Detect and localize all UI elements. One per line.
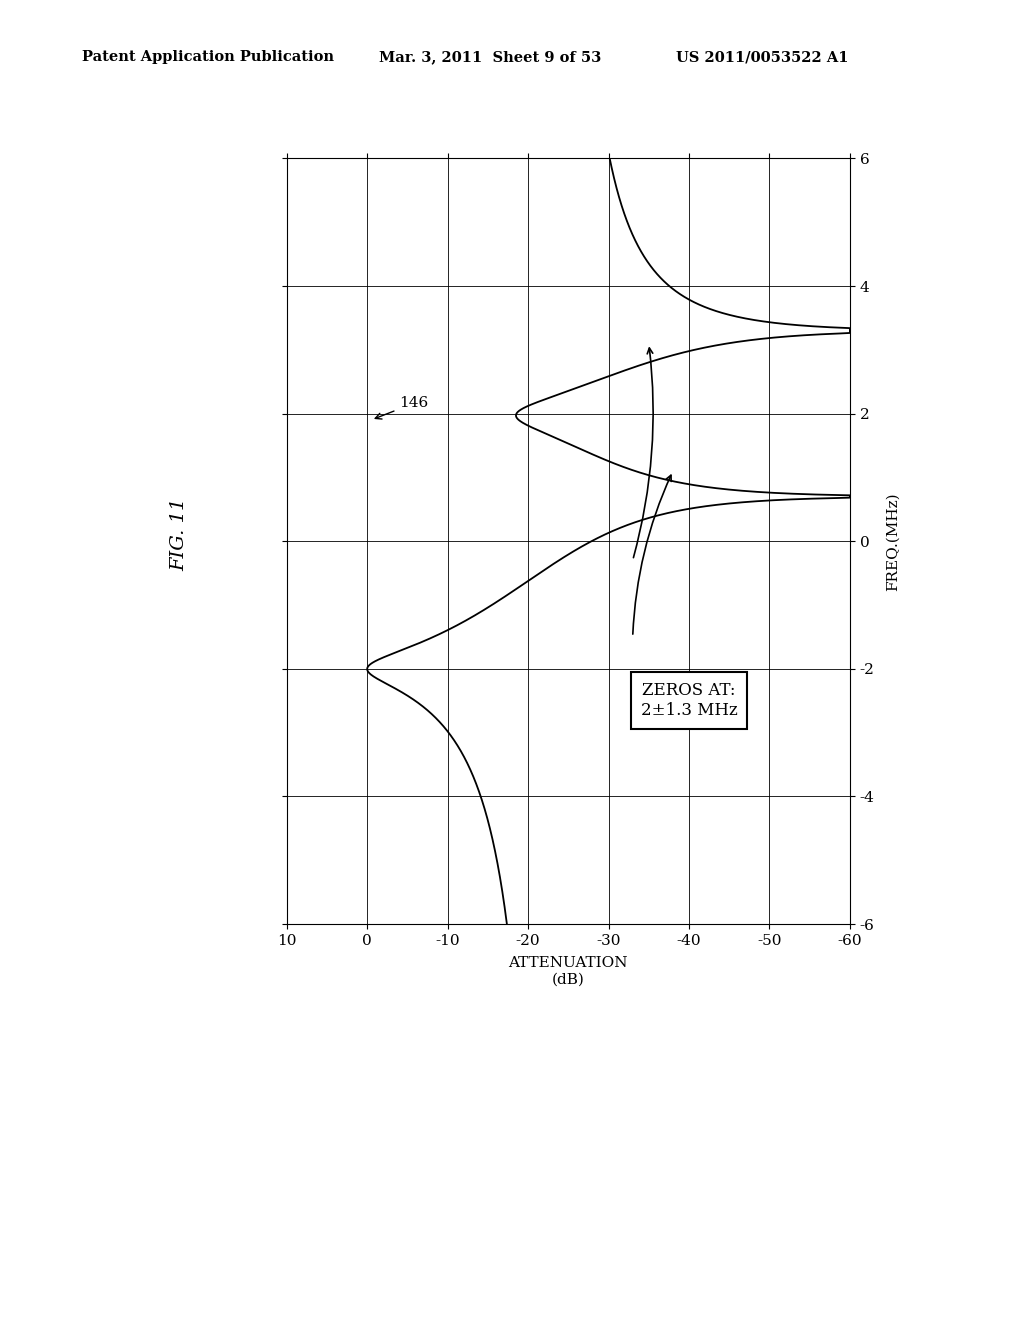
Y-axis label: FREQ.(MHz): FREQ.(MHz) — [886, 492, 900, 590]
Text: Mar. 3, 2011  Sheet 9 of 53: Mar. 3, 2011 Sheet 9 of 53 — [379, 50, 601, 65]
Text: Patent Application Publication: Patent Application Publication — [82, 50, 334, 65]
Text: 146: 146 — [375, 396, 429, 418]
Text: FIG. 11: FIG. 11 — [170, 498, 188, 572]
Text: US 2011/0053522 A1: US 2011/0053522 A1 — [676, 50, 848, 65]
Text: ZEROS AT:
2±1.3 MHz: ZEROS AT: 2±1.3 MHz — [641, 682, 737, 719]
X-axis label: ATTENUATION
(dB): ATTENUATION (dB) — [509, 956, 628, 986]
